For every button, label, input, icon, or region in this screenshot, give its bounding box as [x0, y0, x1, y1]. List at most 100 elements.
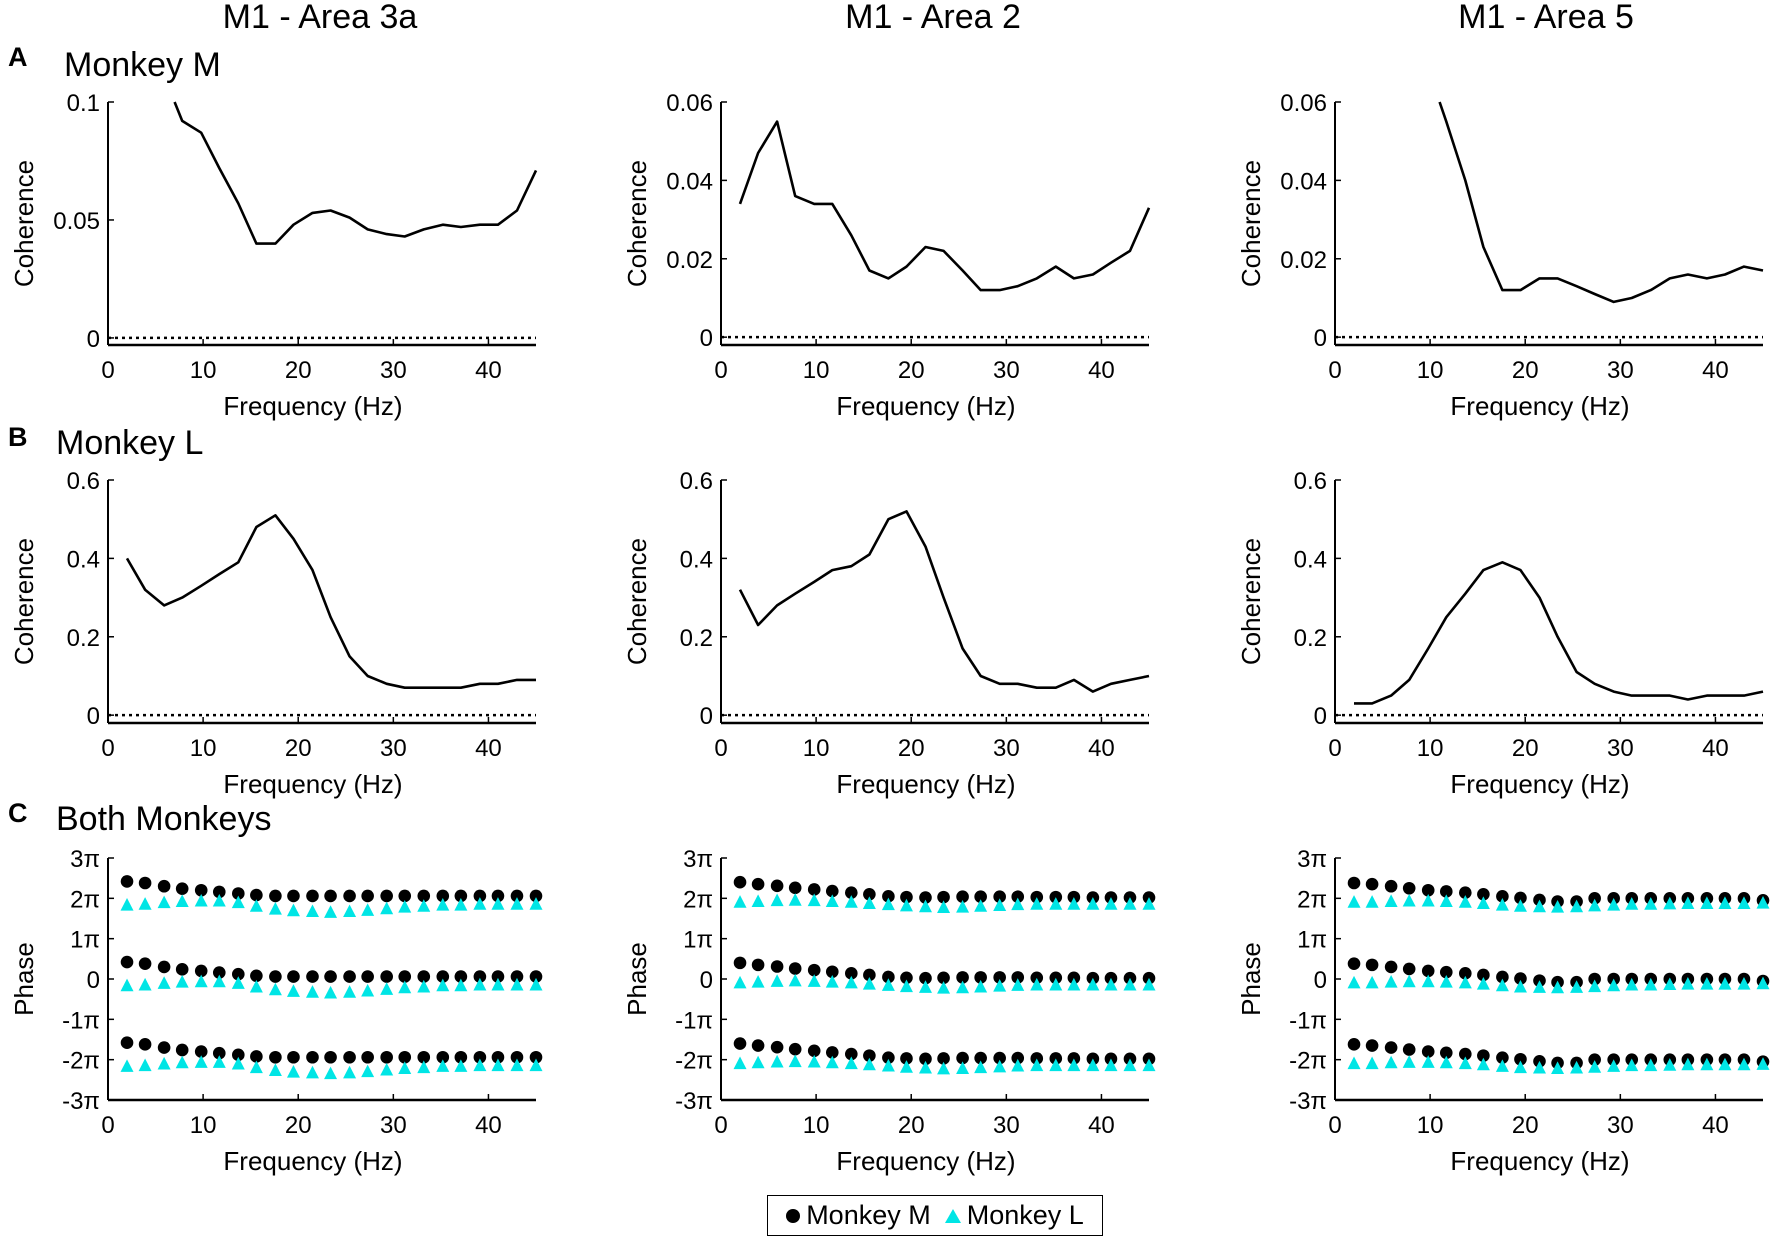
c3-y-tick-label: 2π [1297, 886, 1327, 913]
c2-monkey-l-point [1011, 1058, 1025, 1072]
c2-monkey-l-point [974, 1060, 988, 1074]
c1-monkey-m-point [343, 889, 356, 903]
c2-monkey-l-point [825, 975, 839, 988]
c3-monkey-l-point [1551, 900, 1565, 913]
a2-y-tick-label: 0 [700, 325, 713, 352]
c1-monkey-m-point [269, 889, 282, 903]
c1-monkey-m-point [510, 1050, 524, 1064]
c3-monkey-l-point [1625, 897, 1639, 910]
c1-monkey-m-point [138, 957, 152, 970]
c1-monkey-m-point [250, 888, 263, 902]
c3-y-axis-label: Phase [1236, 942, 1266, 1016]
c3-monkey-m-point [1477, 1049, 1490, 1062]
c2-y-tick-label: 1π [683, 927, 713, 954]
c3-monkey-l-point [1532, 1060, 1546, 1074]
c2-monkey-l-point [1049, 897, 1063, 910]
b2-x-axis-label: Frequency (Hz) [836, 769, 1015, 799]
c2-monkey-l-point [1086, 977, 1100, 991]
c3-monkey-l-point [1439, 975, 1453, 988]
c1-y-tick-label: 0 [87, 967, 100, 994]
c3-monkey-m-point [1496, 890, 1509, 903]
c2-monkey-m-point [845, 1047, 858, 1061]
c1-monkey-m-point [287, 970, 300, 983]
c3-y-tick-label: -1π [1289, 1007, 1327, 1034]
c2-monkey-l-point [1086, 1058, 1100, 1072]
a1-y-tick-label: 0 [87, 326, 100, 353]
c2-monkey-l-point [807, 893, 821, 907]
c2-monkey-m-point [993, 890, 1006, 904]
c3-x-tick-label: 0 [1328, 1112, 1341, 1139]
c3-x-axis-label: Frequency (Hz) [1450, 1146, 1629, 1176]
c2-y-tick-label: 2π [683, 886, 713, 913]
c1-monkey-m-point [398, 889, 412, 903]
c1-monkey-l-point [324, 905, 338, 918]
c1-monkey-l-point [473, 897, 487, 910]
b3-x-tick-label: 20 [1512, 735, 1539, 762]
c2-x-tick-label: 10 [803, 1112, 830, 1139]
c1-monkey-m-point [491, 970, 505, 983]
b3-x-axis-label: Frequency (Hz) [1450, 769, 1629, 799]
c1-monkey-l-point [529, 1058, 543, 1072]
a3-x-tick-label: 30 [1607, 357, 1634, 384]
c2-monkey-l-point [956, 900, 970, 913]
c2-monkey-m-point [1030, 971, 1044, 985]
c3-monkey-m-point [1365, 958, 1379, 972]
b1-y-tick-label: 0.6 [67, 468, 100, 495]
c1-monkey-l-point [436, 897, 450, 911]
c3-monkey-m-point [1459, 967, 1472, 980]
c2-monkey-l-point [1030, 977, 1044, 991]
c3-monkey-l-point [1756, 895, 1770, 909]
c2-monkey-l-point [937, 900, 951, 914]
c1-monkey-m-point [473, 889, 487, 903]
c3-monkey-l-point [1737, 977, 1751, 990]
c3-monkey-l-point [1644, 977, 1658, 991]
column-title-area-2: M1 - Area 2 [845, 0, 1021, 36]
c1-monkey-l-point [417, 899, 431, 912]
c2-monkey-l-point [733, 895, 747, 908]
c3-monkey-l-point [1421, 893, 1435, 907]
c3-monkey-l-point [1365, 895, 1379, 908]
c2-monkey-l-point [1086, 897, 1100, 910]
c3-monkey-l-point [1588, 979, 1602, 993]
c2-monkey-m-point [1067, 890, 1081, 904]
c1-monkey-l-point [157, 976, 171, 989]
c2-monkey-l-point [899, 1060, 913, 1073]
c1-monkey-l-point [268, 982, 282, 996]
c2-y-axis-label: Phase [622, 942, 652, 1016]
c3-monkey-m-point [1402, 881, 1416, 895]
c3-monkey-m-point [1384, 960, 1398, 974]
c1-monkey-m-point [343, 1050, 356, 1064]
c1-monkey-l-point [286, 984, 300, 997]
c2-monkey-m-point [919, 891, 932, 904]
b1-y-tick-label: 0.2 [67, 625, 100, 652]
c3-monkey-m-point [1439, 1046, 1453, 1060]
c3-monkey-l-point [1607, 1059, 1621, 1072]
c1-y-tick-label: 3π [70, 846, 100, 873]
c1-monkey-l-point [454, 1059, 468, 1072]
c1-x-tick-label: 30 [380, 1112, 407, 1139]
c1-monkey-l-point [398, 1061, 412, 1074]
c1-monkey-m-point [454, 1050, 468, 1064]
c1-monkey-l-point [436, 978, 450, 992]
c1-monkey-l-point [361, 983, 375, 997]
a2-x-axis-label: Frequency (Hz) [836, 391, 1015, 421]
c1-monkey-m-point [436, 889, 450, 903]
c2-monkey-l-point [844, 895, 858, 908]
c2-monkey-l-point [918, 1060, 932, 1074]
c1-monkey-l-point [343, 985, 357, 998]
c2-monkey-l-point [1142, 1058, 1156, 1072]
c2-monkey-l-point [751, 894, 765, 907]
c3-monkey-l-point [1663, 1058, 1677, 1071]
c3-monkey-m-point [1384, 1041, 1398, 1054]
c2-monkey-m-point [974, 971, 987, 984]
legend-item-monkey-l: Monkey L [937, 1200, 1084, 1231]
c3-monkey-m-point [1496, 970, 1509, 984]
c1-monkey-l-point [529, 897, 543, 910]
c2-x-tick-label: 0 [714, 1112, 727, 1139]
c2-monkey-m-point [807, 963, 821, 977]
c1-monkey-l-point [436, 1059, 450, 1072]
c3-monkey-l-point [1625, 977, 1639, 991]
c1-monkey-m-point [232, 967, 245, 981]
c2-monkey-m-point [863, 968, 876, 982]
b1-x-tick-label: 30 [380, 735, 407, 762]
